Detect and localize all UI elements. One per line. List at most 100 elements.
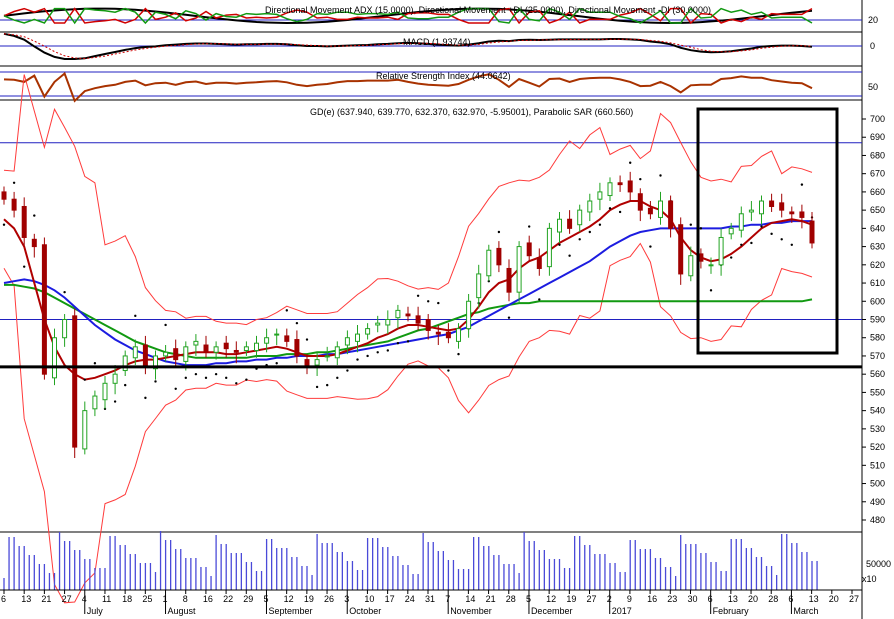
sar-dot <box>33 214 36 217</box>
candle-body <box>799 211 805 218</box>
candle-body <box>92 395 98 410</box>
month-label: November <box>450 606 492 616</box>
sar-dot <box>730 256 733 259</box>
price-tick-label: 620 <box>870 260 885 270</box>
x-axis-months: July August September October November Decemb… <box>84 594 818 616</box>
x-tick-label: 12 <box>546 594 556 604</box>
highlight-box <box>696 107 839 355</box>
sar-dot <box>305 338 309 341</box>
x-tick-label: 9 <box>627 594 632 604</box>
month-label: August <box>168 606 197 616</box>
month-label: February <box>713 606 750 616</box>
candle-body <box>193 340 199 346</box>
price-tick-label: 690 <box>870 132 885 142</box>
sar-dot <box>790 243 793 246</box>
candle-body <box>466 300 472 330</box>
sar-dot <box>689 223 692 226</box>
panel-frames <box>0 0 863 619</box>
candle-body <box>678 224 684 275</box>
x-tick-label: 21 <box>41 594 51 604</box>
candle-body <box>496 247 502 266</box>
candle-body <box>203 344 209 353</box>
x-tick-label: 18 <box>122 594 132 604</box>
sar-dot <box>174 387 177 390</box>
x-axis-ticks: 6132127411182518162229512192631017243171… <box>1 590 859 604</box>
candle-body <box>425 319 431 331</box>
sar-dot <box>780 238 783 241</box>
sar-dot <box>194 372 198 376</box>
sar-dot <box>396 341 400 345</box>
volume-axis-label: 50000 <box>866 559 891 569</box>
candle-body <box>456 328 461 342</box>
candle-body <box>789 211 795 215</box>
plus-di-line <box>3 7 813 25</box>
candle-body <box>52 337 57 379</box>
rsi-title: Relative Strength Index (44.0642) <box>376 71 511 81</box>
price-tick-label: 600 <box>870 296 885 306</box>
sar-dot <box>447 369 450 372</box>
candle-body <box>567 218 573 229</box>
sar-dot <box>800 183 804 186</box>
sar-dot <box>275 362 278 365</box>
candle-body <box>708 264 714 267</box>
sar-dot <box>558 243 561 246</box>
candle-body <box>284 335 290 342</box>
candle-body <box>365 328 371 335</box>
price-tick-label: 650 <box>870 205 885 215</box>
sar-dot <box>285 309 288 312</box>
adx-title: Directional Movement ADX (15.0000), Dire… <box>265 5 711 15</box>
sar-dot <box>618 210 622 214</box>
sar-dot <box>134 314 137 318</box>
x-tick-label: 23 <box>667 594 677 604</box>
sar-dot <box>164 323 167 327</box>
candle-body <box>41 244 47 375</box>
price-tick-label: 610 <box>870 278 885 288</box>
candle-body <box>82 410 88 450</box>
price-tick-label: 630 <box>870 242 885 252</box>
x-tick-label: 16 <box>203 594 213 604</box>
x-tick-label: 14 <box>465 594 475 604</box>
sar-dot <box>386 349 389 352</box>
candle-body <box>637 193 643 211</box>
candle-body <box>72 315 78 448</box>
candlesticks <box>1 171 815 459</box>
volume-bars <box>3 531 818 590</box>
candle-body <box>647 207 653 215</box>
sar-dot <box>598 223 602 226</box>
macd-line <box>3 32 813 60</box>
candle-body <box>264 337 270 344</box>
x-tick-label: 13 <box>728 594 738 604</box>
sar-dot <box>214 372 218 376</box>
candle-body <box>223 342 229 350</box>
price-tick-label: 560 <box>870 369 885 379</box>
sar-dot <box>93 362 97 365</box>
candle-body <box>587 200 593 213</box>
price-tick-label: 500 <box>870 479 885 489</box>
x-tick-label: 19 <box>304 594 314 604</box>
x-tick-label: 27 <box>62 594 72 604</box>
candle-body <box>233 349 239 353</box>
price-axis: 480 490 500 510 520 530 540 550 560 570 580 590 600 6… <box>862 114 885 525</box>
candle-body <box>163 351 169 357</box>
x-tick-label: 28 <box>768 594 778 604</box>
sar-dot <box>124 383 127 387</box>
candle-body <box>112 373 118 384</box>
sar-dot <box>709 289 713 292</box>
sar-dot <box>406 340 410 343</box>
sar-dot <box>649 245 652 248</box>
rsi-axis-label: 50 <box>868 82 878 92</box>
candle-body <box>142 344 148 366</box>
sar-dot <box>427 300 430 303</box>
candle-body <box>516 246 522 293</box>
sar-dot <box>538 298 541 301</box>
bollinger-lower <box>3 242 813 604</box>
sar-dot <box>376 351 379 354</box>
candle-body <box>243 346 249 351</box>
sar-dot <box>2 223 6 226</box>
adx-panel: Directional Movement ADX (15.0000), Dire… <box>0 5 878 25</box>
x-tick-label: 26 <box>324 594 334 604</box>
candle-body <box>395 309 401 319</box>
sar-dot <box>457 352 460 356</box>
candle-body <box>748 209 754 213</box>
candle-body <box>153 355 158 370</box>
